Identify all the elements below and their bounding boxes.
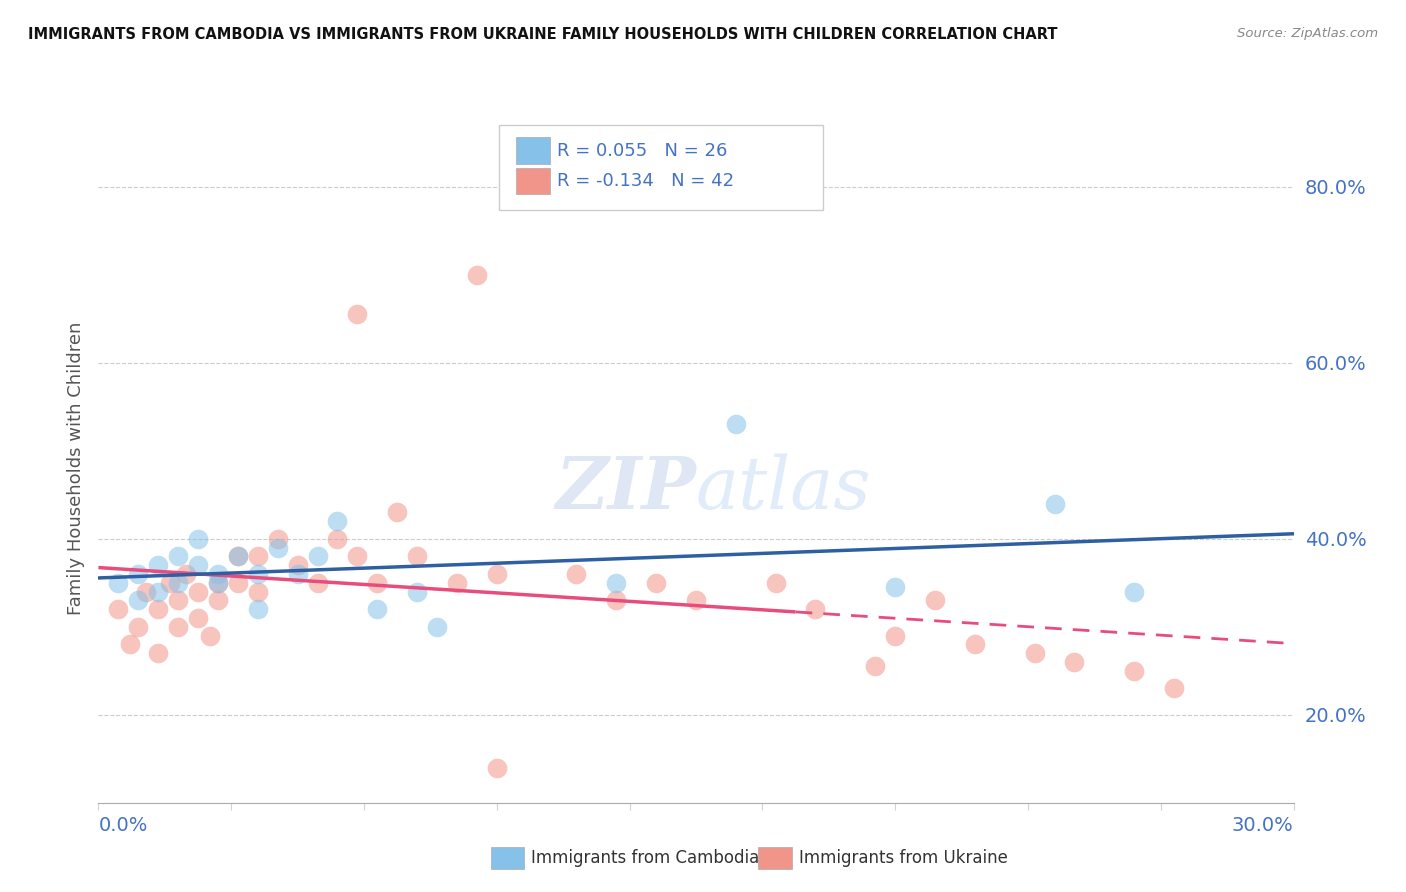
- Text: R = -0.134   N = 42: R = -0.134 N = 42: [557, 172, 734, 190]
- Point: [963, 637, 986, 651]
- Point: [207, 575, 229, 590]
- Point: [385, 505, 409, 519]
- Point: [135, 584, 157, 599]
- Point: [187, 558, 209, 573]
- Point: [1123, 584, 1146, 599]
- Point: [207, 593, 229, 607]
- Point: [884, 580, 907, 594]
- Point: [1024, 646, 1046, 660]
- Text: IMMIGRANTS FROM CAMBODIA VS IMMIGRANTS FROM UKRAINE FAMILY HOUSEHOLDS WITH CHILD: IMMIGRANTS FROM CAMBODIA VS IMMIGRANTS F…: [28, 27, 1057, 42]
- Point: [406, 549, 429, 564]
- Point: [924, 593, 946, 607]
- Point: [605, 575, 627, 590]
- Text: R = 0.055   N = 26: R = 0.055 N = 26: [557, 142, 727, 160]
- Text: Immigrants from Ukraine: Immigrants from Ukraine: [799, 849, 1008, 867]
- Point: [765, 575, 787, 590]
- Point: [267, 532, 290, 546]
- Point: [366, 602, 388, 616]
- Point: [446, 575, 468, 590]
- Point: [246, 584, 269, 599]
- Point: [1063, 655, 1085, 669]
- Point: [246, 602, 269, 616]
- Point: [207, 575, 229, 590]
- Text: ZIP: ZIP: [555, 453, 696, 524]
- Point: [148, 646, 170, 660]
- Point: [187, 611, 209, 625]
- Point: [346, 549, 368, 564]
- Point: [1123, 664, 1146, 678]
- Y-axis label: Family Households with Children: Family Households with Children: [66, 322, 84, 615]
- Point: [226, 549, 249, 564]
- Point: [884, 629, 907, 643]
- Point: [167, 620, 190, 634]
- Point: [167, 549, 190, 564]
- Point: [148, 558, 170, 573]
- Point: [326, 532, 349, 546]
- Point: [307, 549, 329, 564]
- Point: [207, 566, 229, 581]
- Point: [465, 268, 488, 282]
- Point: [226, 575, 249, 590]
- Point: [366, 575, 388, 590]
- Point: [127, 566, 149, 581]
- Point: [307, 575, 329, 590]
- Text: atlas: atlas: [696, 453, 872, 524]
- Text: 0.0%: 0.0%: [98, 816, 148, 835]
- Point: [226, 549, 249, 564]
- Point: [167, 575, 190, 590]
- Text: Source: ZipAtlas.com: Source: ZipAtlas.com: [1237, 27, 1378, 40]
- Point: [167, 593, 190, 607]
- Point: [1043, 496, 1066, 510]
- Point: [174, 566, 197, 581]
- Point: [246, 566, 269, 581]
- Point: [724, 417, 747, 432]
- Text: Immigrants from Cambodia: Immigrants from Cambodia: [531, 849, 759, 867]
- Point: [346, 307, 368, 321]
- Point: [159, 575, 181, 590]
- Point: [804, 602, 827, 616]
- Point: [863, 659, 886, 673]
- Point: [1163, 681, 1185, 696]
- Point: [485, 566, 508, 581]
- Point: [148, 602, 170, 616]
- Text: 30.0%: 30.0%: [1232, 816, 1294, 835]
- Point: [107, 575, 129, 590]
- Point: [685, 593, 707, 607]
- Point: [287, 566, 309, 581]
- Point: [127, 593, 149, 607]
- Point: [426, 620, 449, 634]
- Point: [565, 566, 588, 581]
- Point: [326, 514, 349, 528]
- Point: [267, 541, 290, 555]
- Point: [645, 575, 668, 590]
- Point: [605, 593, 627, 607]
- Point: [406, 584, 429, 599]
- Point: [120, 637, 142, 651]
- Point: [187, 584, 209, 599]
- Point: [127, 620, 149, 634]
- Point: [485, 761, 508, 775]
- Point: [198, 629, 221, 643]
- Point: [187, 532, 209, 546]
- Point: [246, 549, 269, 564]
- Point: [107, 602, 129, 616]
- Point: [287, 558, 309, 573]
- Point: [148, 584, 170, 599]
